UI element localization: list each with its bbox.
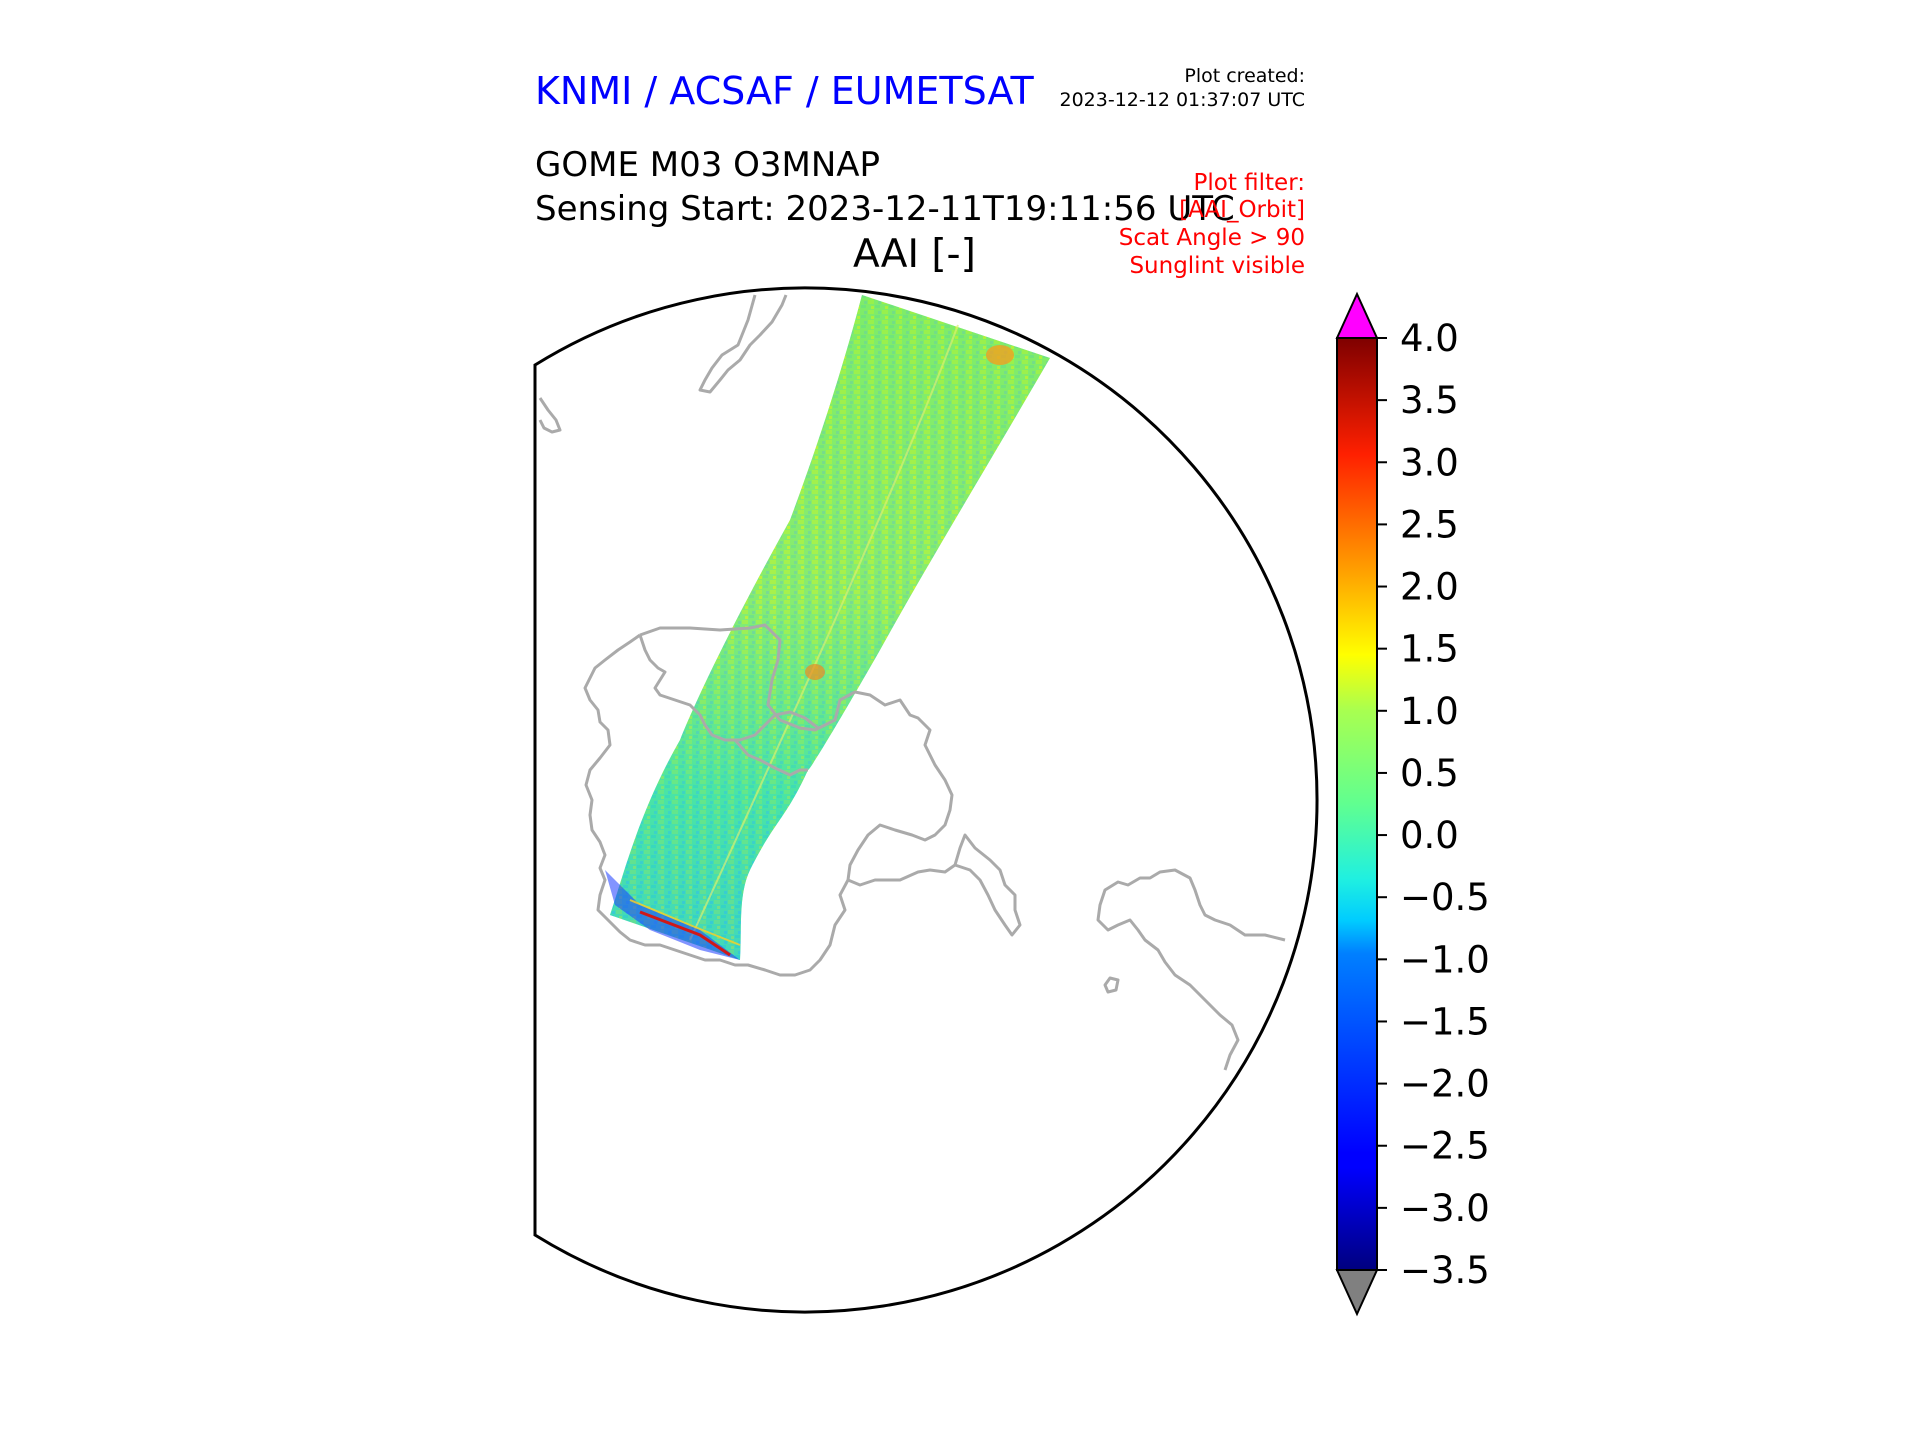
colorbar-tick-label: −1.5 [1400,1000,1490,1043]
filter-line: Scat Angle > 90 [1118,225,1305,251]
filter-line: [AAI_Orbit] [1179,197,1305,223]
coastlines [538,294,1286,1071]
colorbar-tick-label: −3.5 [1400,1249,1490,1292]
colorbar-under-arrow [1335,1269,1379,1317]
colorbar-tick-label: −0.5 [1400,876,1490,919]
colorbar-over-arrow [1335,291,1379,339]
map-boundary [533,286,1319,1314]
filter-line: Plot filter: [1193,170,1305,196]
product-label: GOME M03 O3MNAP [535,145,881,185]
plot-created-label: Plot created: [1184,65,1305,87]
filter-line: Sunglint visible [1129,253,1305,279]
plot-created-time: 2023-12-12 01:37:07 UTC [1059,89,1306,111]
sensing-start-label: Sensing Start: 2023-12-11T19:11:56 UTC [535,189,1235,229]
colorbar-tick-label: 0.5 [1400,752,1459,795]
organization-label: KNMI / ACSAF / EUMETSAT [535,69,1034,113]
colorbar-tick-label: 1.0 [1400,690,1459,733]
colorbar-gradient [1336,337,1378,1271]
colorbar-tick-label: 4.0 [1400,317,1459,360]
colorbar-tick-label: 2.0 [1400,566,1459,609]
colorbar-tick-label: −2.5 [1400,1125,1490,1168]
colorbar-tick-label: 3.5 [1400,379,1459,422]
colorbar-tick-label: 2.5 [1400,503,1459,546]
aai-swath [605,295,1050,960]
colorbar-tick-label: 0.0 [1400,814,1459,857]
colorbar-tick-label: −1.0 [1400,938,1490,981]
colorbar-tick-label: 1.5 [1400,628,1459,671]
colorbar-tick-label: 3.0 [1400,441,1459,484]
colorbar-tick-label: −2.0 [1400,1063,1490,1106]
plot-title: AAI [-] [853,232,976,277]
colorbar-tick-label: −3.0 [1400,1187,1490,1230]
